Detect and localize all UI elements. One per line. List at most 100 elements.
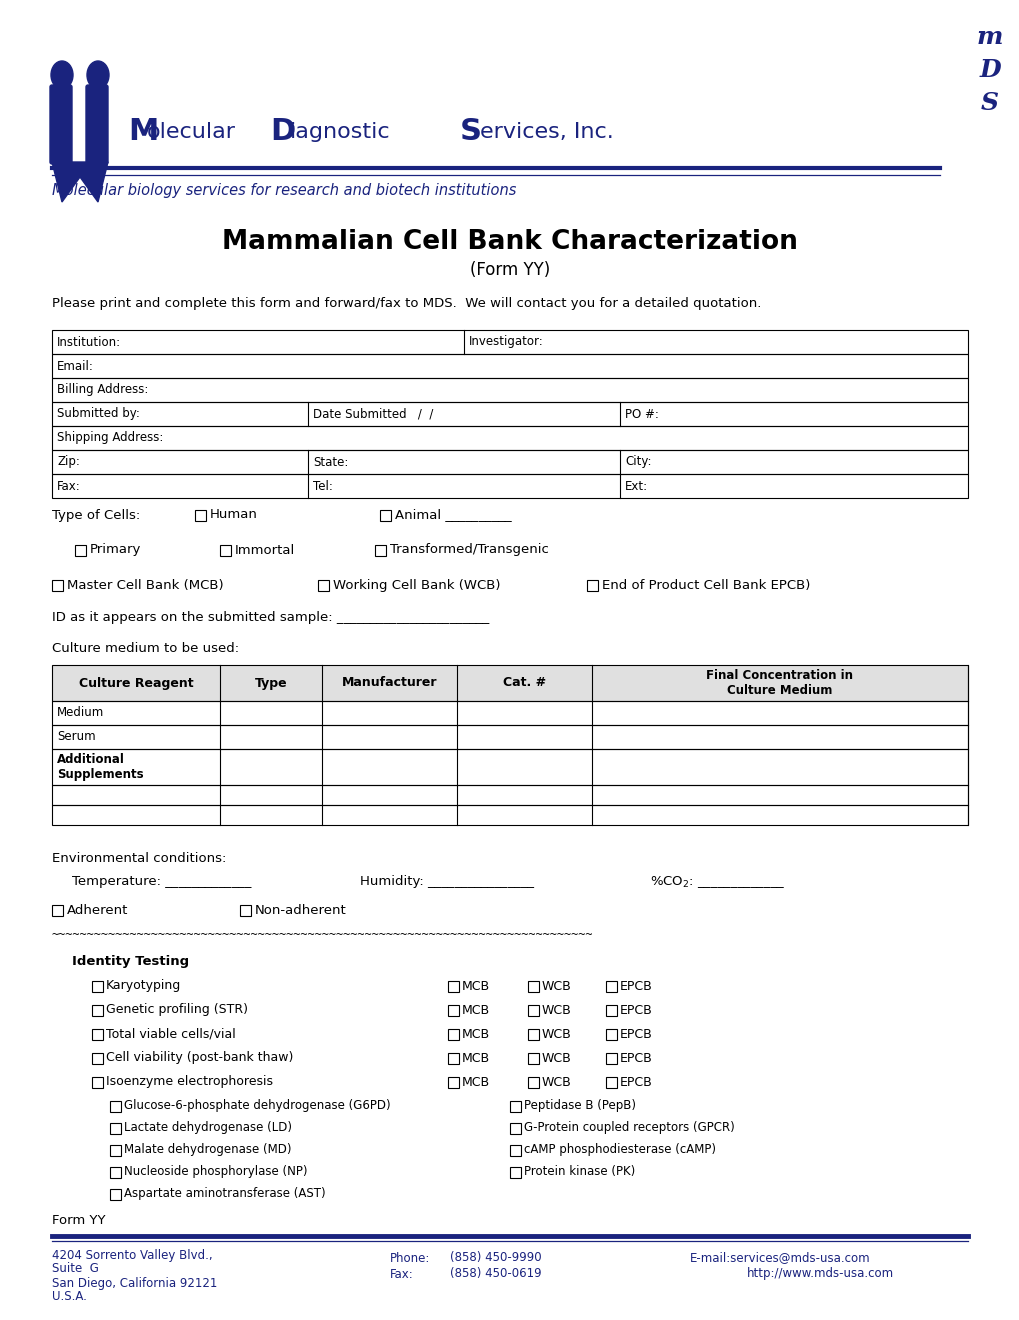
Text: Animal __________: Animal __________	[394, 508, 512, 521]
Bar	[52, 378, 967, 403]
Bar	[110, 1122, 121, 1134]
Text: EPCB: EPCB	[620, 1027, 652, 1040]
Text: %CO$_2$: _____________: %CO$_2$: _____________	[649, 874, 785, 890]
Ellipse shape	[51, 61, 73, 88]
Text: Zip:: Zip:	[57, 455, 79, 469]
Polygon shape	[52, 162, 108, 202]
Bar	[586, 579, 597, 590]
Bar	[528, 981, 538, 991]
Text: Form YY: Form YY	[52, 1213, 105, 1226]
Text: Identity Testing: Identity Testing	[72, 956, 189, 969]
Text: EPCB: EPCB	[620, 979, 652, 993]
Bar	[605, 1052, 616, 1064]
Bar	[447, 1052, 459, 1064]
Text: Isoenzyme electrophoresis: Isoenzyme electrophoresis	[106, 1076, 273, 1089]
Bar	[52, 904, 63, 916]
Text: EPCB: EPCB	[620, 1076, 652, 1089]
Text: iagnostic: iagnostic	[289, 121, 390, 143]
Text: Billing Address:: Billing Address:	[57, 384, 148, 396]
Text: Type of Cells:: Type of Cells:	[52, 508, 141, 521]
Text: Genetic profiling (STR): Genetic profiling (STR)	[106, 1003, 248, 1016]
Bar	[318, 579, 329, 590]
Text: Molecular biology services for research and biotech institutions: Molecular biology services for research …	[52, 182, 516, 198]
Bar	[92, 1052, 103, 1064]
Bar	[92, 981, 103, 991]
Text: U.S.A.: U.S.A.	[52, 1291, 87, 1304]
Text: olecular: olecular	[147, 121, 235, 143]
Bar	[510, 1122, 521, 1134]
Ellipse shape	[87, 61, 109, 88]
Text: Fax:: Fax:	[389, 1267, 414, 1280]
Bar	[75, 544, 86, 556]
Text: Cell viability (post-bank thaw): Cell viability (post-bank thaw)	[106, 1052, 293, 1064]
Text: Glucose-6-phosphate dehydrogenase (G6PD): Glucose-6-phosphate dehydrogenase (G6PD)	[124, 1100, 390, 1113]
Text: http://www.mds-usa.com: http://www.mds-usa.com	[746, 1267, 893, 1280]
Text: WCB: WCB	[541, 1076, 572, 1089]
Bar	[528, 1077, 538, 1088]
Text: Fax:: Fax:	[57, 479, 81, 492]
Bar	[92, 1028, 103, 1040]
Text: 4204 Sorrento Valley Blvd.,: 4204 Sorrento Valley Blvd.,	[52, 1249, 212, 1262]
Text: Transformed/Transgenic: Transformed/Transgenic	[389, 544, 548, 557]
Bar	[52, 450, 967, 474]
Text: G-Protein coupled receptors (GPCR): G-Protein coupled receptors (GPCR)	[524, 1122, 734, 1134]
Text: Culture medium to be used:: Culture medium to be used:	[52, 642, 238, 655]
Text: S: S	[460, 117, 482, 147]
Text: Final Concentration in
Culture Medium: Final Concentration in Culture Medium	[706, 669, 853, 697]
Text: MCB: MCB	[462, 979, 490, 993]
Text: Primary: Primary	[90, 544, 142, 557]
Text: Environmental conditions:: Environmental conditions:	[52, 851, 226, 865]
Bar	[220, 544, 230, 556]
Text: San Diego, California 92121: San Diego, California 92121	[52, 1276, 217, 1290]
Text: EPCB: EPCB	[620, 1003, 652, 1016]
Text: Lactate dehydrogenase (LD): Lactate dehydrogenase (LD)	[124, 1122, 291, 1134]
Bar	[52, 665, 967, 701]
Text: Cat. #: Cat. #	[502, 676, 545, 689]
Bar	[447, 981, 459, 991]
Text: Protein kinase (PK): Protein kinase (PK)	[524, 1166, 635, 1179]
Bar	[375, 544, 385, 556]
Bar	[605, 981, 616, 991]
Text: Culture Reagent: Culture Reagent	[78, 676, 194, 689]
Bar	[52, 474, 967, 498]
Bar	[510, 1167, 521, 1177]
Text: S: S	[980, 91, 998, 115]
Bar	[110, 1167, 121, 1177]
Text: Malate dehydrogenase (MD): Malate dehydrogenase (MD)	[124, 1143, 291, 1156]
Text: (858) 450-9990: (858) 450-9990	[449, 1251, 541, 1265]
Bar	[52, 330, 967, 354]
Text: Ext:: Ext:	[625, 479, 647, 492]
Bar	[52, 701, 967, 725]
Bar	[605, 1005, 616, 1015]
Bar	[447, 1005, 459, 1015]
Text: Tel:: Tel:	[313, 479, 333, 492]
Text: WCB: WCB	[541, 1027, 572, 1040]
Text: State:: State:	[313, 455, 348, 469]
Bar	[605, 1077, 616, 1088]
Bar	[52, 426, 967, 450]
Text: EPCB: EPCB	[620, 1052, 652, 1064]
Text: Working Cell Bank (WCB): Working Cell Bank (WCB)	[332, 578, 500, 591]
FancyBboxPatch shape	[50, 84, 72, 164]
Text: D: D	[978, 58, 1000, 82]
Text: Temperature: _____________: Temperature: _____________	[72, 875, 251, 888]
Text: Suite  G: Suite G	[52, 1262, 99, 1275]
Text: Mammalian Cell Bank Characterization: Mammalian Cell Bank Characterization	[222, 228, 797, 255]
Text: M: M	[127, 117, 158, 147]
Text: WCB: WCB	[541, 979, 572, 993]
Text: D: D	[270, 117, 294, 147]
Text: MCB: MCB	[462, 1052, 490, 1064]
Text: Date Submitted   /  /: Date Submitted / /	[313, 408, 433, 421]
Text: ~~~~~~~~~~~~~~~~~~~~~~~~~~~~~~~~~~~~~~~~~~~~~~~~~~~~~~~~~~~~~~~~~~~~~~~~~~~~: ~~~~~~~~~~~~~~~~~~~~~~~~~~~~~~~~~~~~~~~~…	[52, 928, 593, 941]
Text: Total viable cells/vial: Total viable cells/vial	[106, 1027, 235, 1040]
Bar	[110, 1188, 121, 1200]
Text: Please print and complete this form and forward/fax to MDS.  We will contact you: Please print and complete this form and …	[52, 297, 760, 310]
Bar	[510, 1144, 521, 1155]
Text: E-mail:services@mds-usa.com: E-mail:services@mds-usa.com	[689, 1251, 870, 1265]
Text: Karyotyping: Karyotyping	[106, 979, 181, 993]
Bar	[52, 748, 967, 785]
Bar	[92, 1077, 103, 1088]
Bar	[447, 1028, 459, 1040]
Text: Immortal: Immortal	[234, 544, 294, 557]
Text: Investigator:: Investigator:	[469, 335, 543, 348]
